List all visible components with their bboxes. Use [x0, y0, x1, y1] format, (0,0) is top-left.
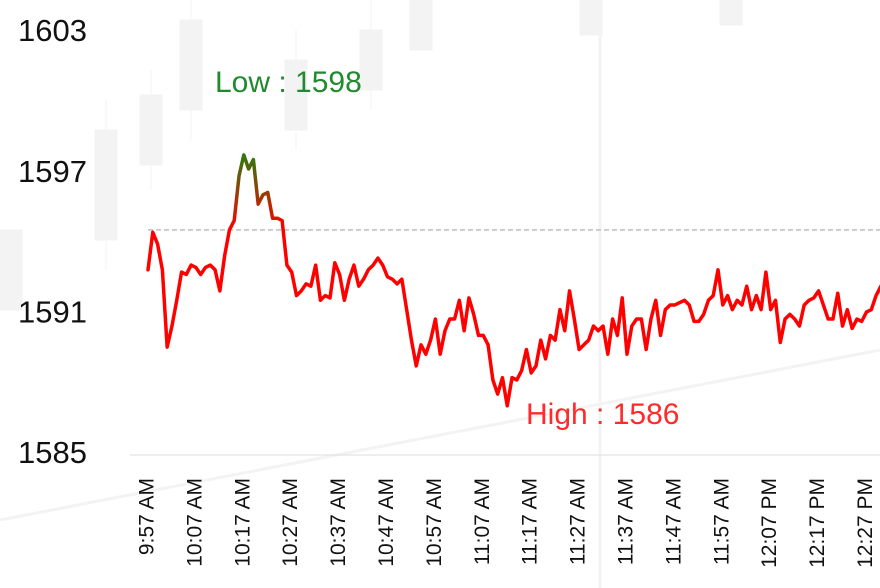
x-tick-label: 10:27 AM: [279, 478, 302, 567]
high-annotation: High : 1586: [526, 398, 679, 431]
x-tick-label: 10:17 AM: [231, 478, 254, 567]
x-tick-label: 10:07 AM: [183, 478, 206, 567]
y-tick-label: 1603: [18, 13, 87, 48]
x-tick-label: 11:07 AM: [471, 478, 494, 565]
x-tick-label: 11:47 AM: [662, 478, 685, 565]
x-tick-label: 10:57 AM: [423, 478, 446, 567]
x-tick-label: 10:47 AM: [375, 478, 398, 567]
x-tick-label: 11:27 AM: [567, 478, 590, 565]
price-line: [148, 155, 880, 406]
x-tick-label: 12:27 PM: [854, 478, 877, 568]
y-tick-label: 1597: [18, 154, 87, 189]
x-tick-label: 11:37 AM: [615, 478, 638, 565]
y-tick-label: 1585: [18, 435, 87, 470]
chart: 1585 1591 1597 1603 9:57 AM 10:07 AM 10:17 AM 1…: [0, 0, 880, 588]
y-tick-label: 1591: [18, 295, 87, 330]
x-tick-label: 12:17 PM: [806, 478, 829, 568]
x-tick-label: 10:37 AM: [327, 478, 350, 567]
low-annotation: Low : 1598: [215, 66, 362, 99]
x-tick-label: 11:17 AM: [519, 478, 542, 565]
x-tick-label: 11:57 AM: [710, 478, 733, 565]
x-tick-label: 12:07 PM: [758, 478, 781, 568]
x-tick-label: 9:57 AM: [136, 478, 159, 555]
